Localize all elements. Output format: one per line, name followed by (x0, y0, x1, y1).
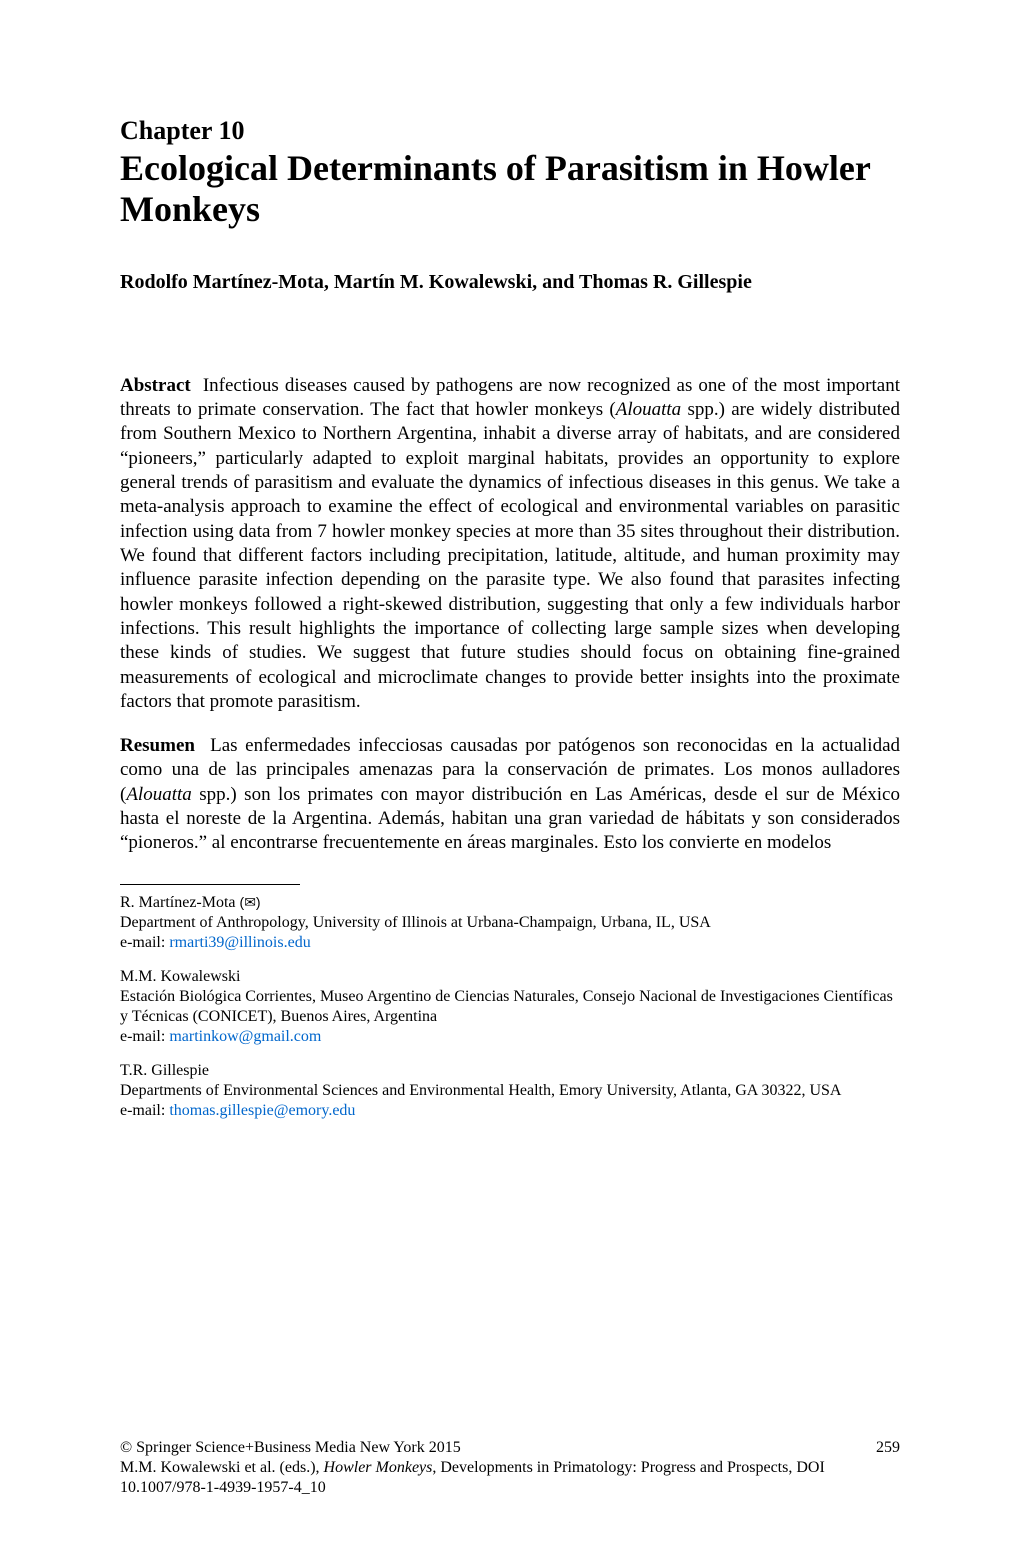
affil-2-line: Estación Biológica Corrientes, Museo Arg… (120, 988, 893, 1025)
footer-book-line: M.M. Kowalewski et al. (eds.), Howler Mo… (120, 1458, 900, 1498)
affiliation-3: T.R. Gillespie Departments of Environmen… (120, 1061, 900, 1121)
abstract-label: Abstract (120, 375, 191, 396)
affil-1-line: Department of Anthropology, University o… (120, 914, 711, 931)
affil-1-email-label: e-mail: (120, 934, 169, 951)
footnote-separator (120, 884, 300, 885)
affil-3-email-label: e-mail: (120, 1102, 169, 1119)
affil-2-email-label: e-mail: (120, 1028, 169, 1045)
page: Chapter 10 Ecological Determinants of Pa… (0, 0, 1020, 1546)
affil-2-name: M.M. Kowalewski (120, 968, 240, 985)
affil-3-email-link[interactable]: thomas.gillespie@emory.edu (169, 1102, 355, 1119)
affiliation-1: R. Martínez-Mota (✉) Department of Anthr… (120, 893, 900, 953)
affil-2-email-link[interactable]: martinkow@gmail.com (169, 1028, 321, 1045)
affil-1-name: R. Martínez-Mota (120, 894, 236, 911)
copyright-text: © Springer Science+Business Media New Yo… (120, 1438, 461, 1458)
page-footer: © Springer Science+Business Media New Yo… (120, 1438, 900, 1498)
resumen-label: Resumen (120, 735, 195, 756)
affil-3-name: T.R. Gillespie (120, 1062, 209, 1079)
resumen-paragraph: Resumen Las enfermedades infecciosas cau… (120, 734, 900, 856)
abstract-paragraph: Abstract Infectious diseases caused by p… (120, 374, 900, 714)
affil-3-line: Departments of Environmental Sciences an… (120, 1082, 841, 1099)
footer-top-line: © Springer Science+Business Media New Yo… (120, 1438, 900, 1458)
affil-1-email-link[interactable]: rmarti39@illinois.edu (169, 934, 310, 951)
chapter-number: Chapter 10 (120, 116, 900, 146)
abstract-text-b: spp.) are widely distributed from Southe… (120, 399, 900, 712)
abstract-italic-1: Alouatta (616, 399, 681, 420)
chapter-title: Ecological Determinants of Parasitism in… (120, 148, 900, 231)
footer-book-a: M.M. Kowalewski et al. (eds.), (120, 1459, 324, 1476)
corresponding-author-icon: (✉) (240, 894, 261, 910)
page-number: 259 (876, 1438, 900, 1458)
resumen-text-b: spp.) son los primates con mayor distrib… (120, 784, 900, 854)
resumen-italic-1: Alouatta (126, 784, 191, 805)
authors-line: Rodolfo Martínez-Mota, Martín M. Kowalew… (120, 271, 900, 294)
affiliation-2: M.M. Kowalewski Estación Biológica Corri… (120, 967, 900, 1047)
footer-book-title: Howler Monkeys (324, 1459, 433, 1476)
